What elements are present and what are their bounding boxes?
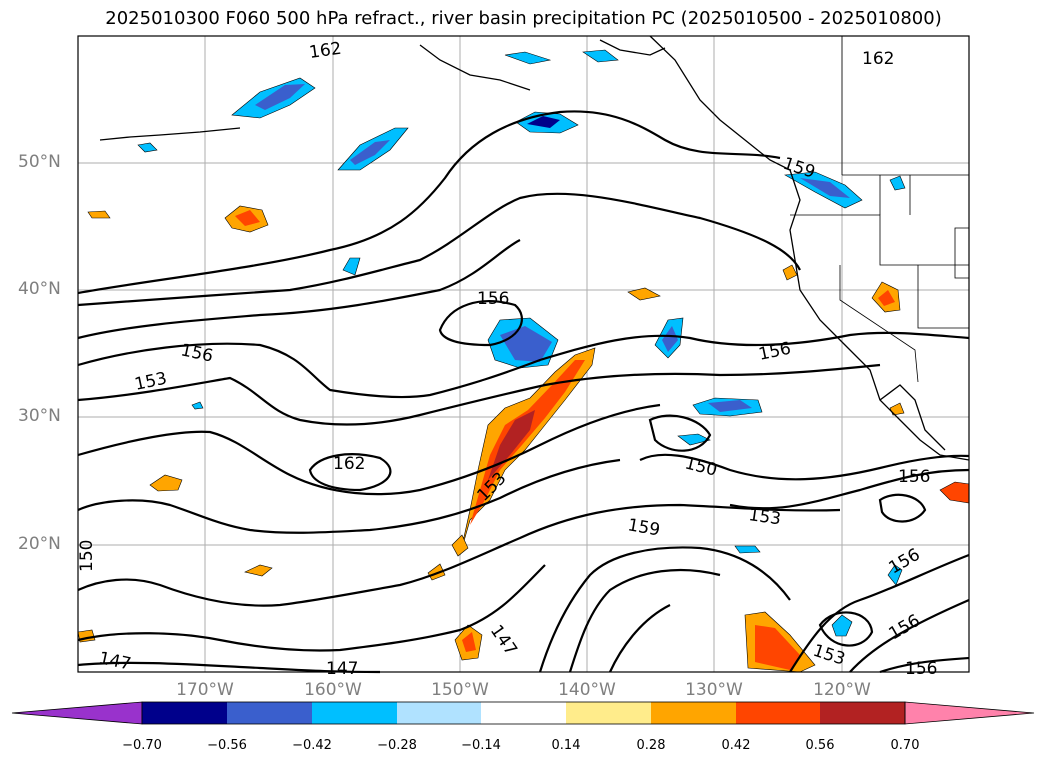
contour-label: 150 bbox=[77, 540, 97, 572]
contour-label: 162 bbox=[308, 39, 343, 63]
colorbar-bin bbox=[651, 702, 736, 724]
contour-label: 162 bbox=[862, 49, 894, 69]
colorbar-tick: 0.28 bbox=[636, 738, 666, 753]
contour-label: 156 bbox=[477, 289, 509, 309]
colorbar-tick: 0.70 bbox=[890, 738, 920, 753]
coastlines bbox=[99, 35, 970, 461]
contour-labels: 162 162 159 156 156 156 153 162 150 153 … bbox=[77, 39, 937, 679]
colorbar-bin bbox=[312, 702, 397, 724]
lat-label: 20°N bbox=[18, 534, 61, 554]
colorbar-tick: −0.56 bbox=[207, 738, 247, 753]
colorbar-tick: 0.56 bbox=[805, 738, 835, 753]
lon-label: 150°W bbox=[431, 680, 489, 700]
contour-label: 147 bbox=[326, 659, 358, 679]
lon-label: 120°W bbox=[813, 680, 871, 700]
colorbar-bin bbox=[142, 702, 227, 724]
colorbar-bin bbox=[481, 702, 566, 724]
contour-label: 162 bbox=[333, 454, 365, 474]
colorbar-bin bbox=[397, 702, 481, 724]
colorbar-bin bbox=[227, 702, 312, 724]
colorbar bbox=[11, 701, 1035, 725]
contour-label: 156 bbox=[905, 659, 937, 679]
colorbar-bin bbox=[736, 702, 820, 724]
colorbar-tick: −0.70 bbox=[122, 738, 162, 753]
colorbar-bin bbox=[566, 702, 651, 724]
lat-label: 40°N bbox=[18, 279, 61, 299]
lon-label: 140°W bbox=[558, 680, 616, 700]
colorbar-extend-low bbox=[11, 701, 143, 725]
precip-pc-shading bbox=[77, 49, 970, 673]
colorbar-tick: 0.42 bbox=[721, 738, 751, 753]
lat-label: 30°N bbox=[18, 406, 61, 426]
lon-label: 130°W bbox=[685, 680, 743, 700]
colorbar-extend-high bbox=[904, 701, 1035, 725]
colorbar-tick: −0.14 bbox=[461, 738, 501, 753]
colorbar-tick: −0.28 bbox=[377, 738, 417, 753]
lon-label: 160°W bbox=[304, 680, 362, 700]
colorbar-tick: 0.14 bbox=[551, 738, 581, 753]
map-title: 2025010300 F060 500 hPa refract., river … bbox=[105, 8, 942, 29]
colorbar-tick: −0.42 bbox=[292, 738, 332, 753]
refractivity-contours bbox=[77, 110, 970, 674]
lon-label: 170°W bbox=[176, 680, 234, 700]
lat-label: 50°N bbox=[18, 152, 61, 172]
contour-label: 156 bbox=[898, 467, 930, 487]
colorbar-bin bbox=[820, 702, 905, 724]
contour-label: 153 bbox=[747, 505, 782, 529]
